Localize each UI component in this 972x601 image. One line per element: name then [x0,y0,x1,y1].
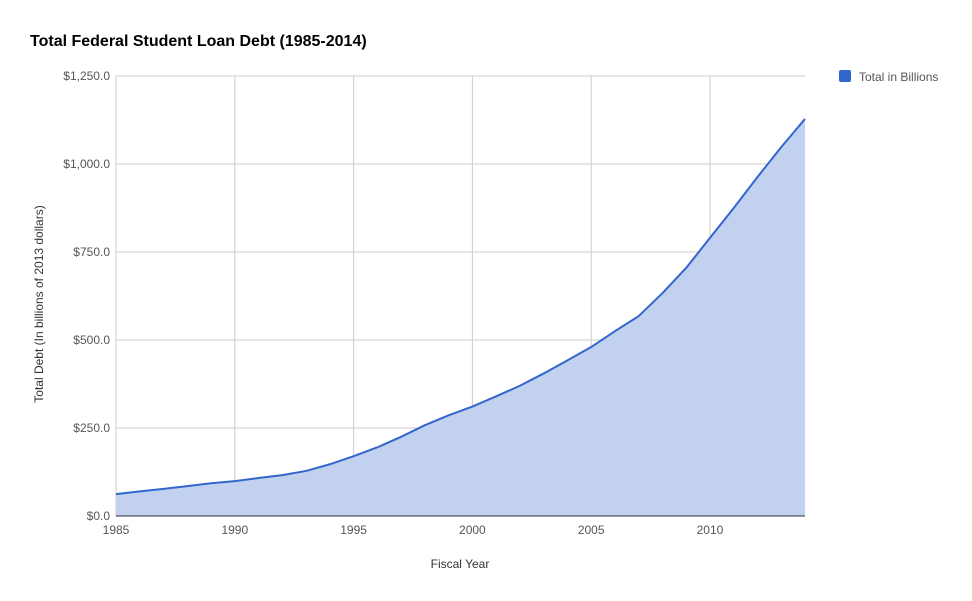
y-tick-label: $250.0 [73,421,110,435]
x-tick-label: 2010 [697,523,724,537]
x-tick-label: 2000 [459,523,486,537]
tick-labels: $0.0 $250.0 $500.0 $750.0 $1,000.0 $1,250.0 19… [63,69,723,537]
y-tick-label: $1,000.0 [63,157,110,171]
y-tick-label: $500.0 [73,333,110,347]
legend-label: Total in Billions [859,70,938,84]
x-tick-label: 1985 [103,523,130,537]
x-axis-label: Fiscal Year [431,557,490,571]
legend-swatch [839,70,851,82]
series-area [116,118,805,516]
x-tick-label: 1995 [340,523,367,537]
y-tick-label: $0.0 [87,509,111,523]
chart-title: Total Federal Student Loan Debt (1985-20… [30,33,367,50]
y-axis-label: Total Debt (In billions of 2013 dollars) [32,205,46,402]
y-tick-label: $1,250.0 [63,69,110,83]
x-tick-label: 1990 [221,523,248,537]
x-tick-label: 2005 [578,523,605,537]
series-line [115,118,806,496]
y-tick-label: $750.0 [73,245,110,259]
legend[interactable]: Total in Billions [839,70,938,84]
